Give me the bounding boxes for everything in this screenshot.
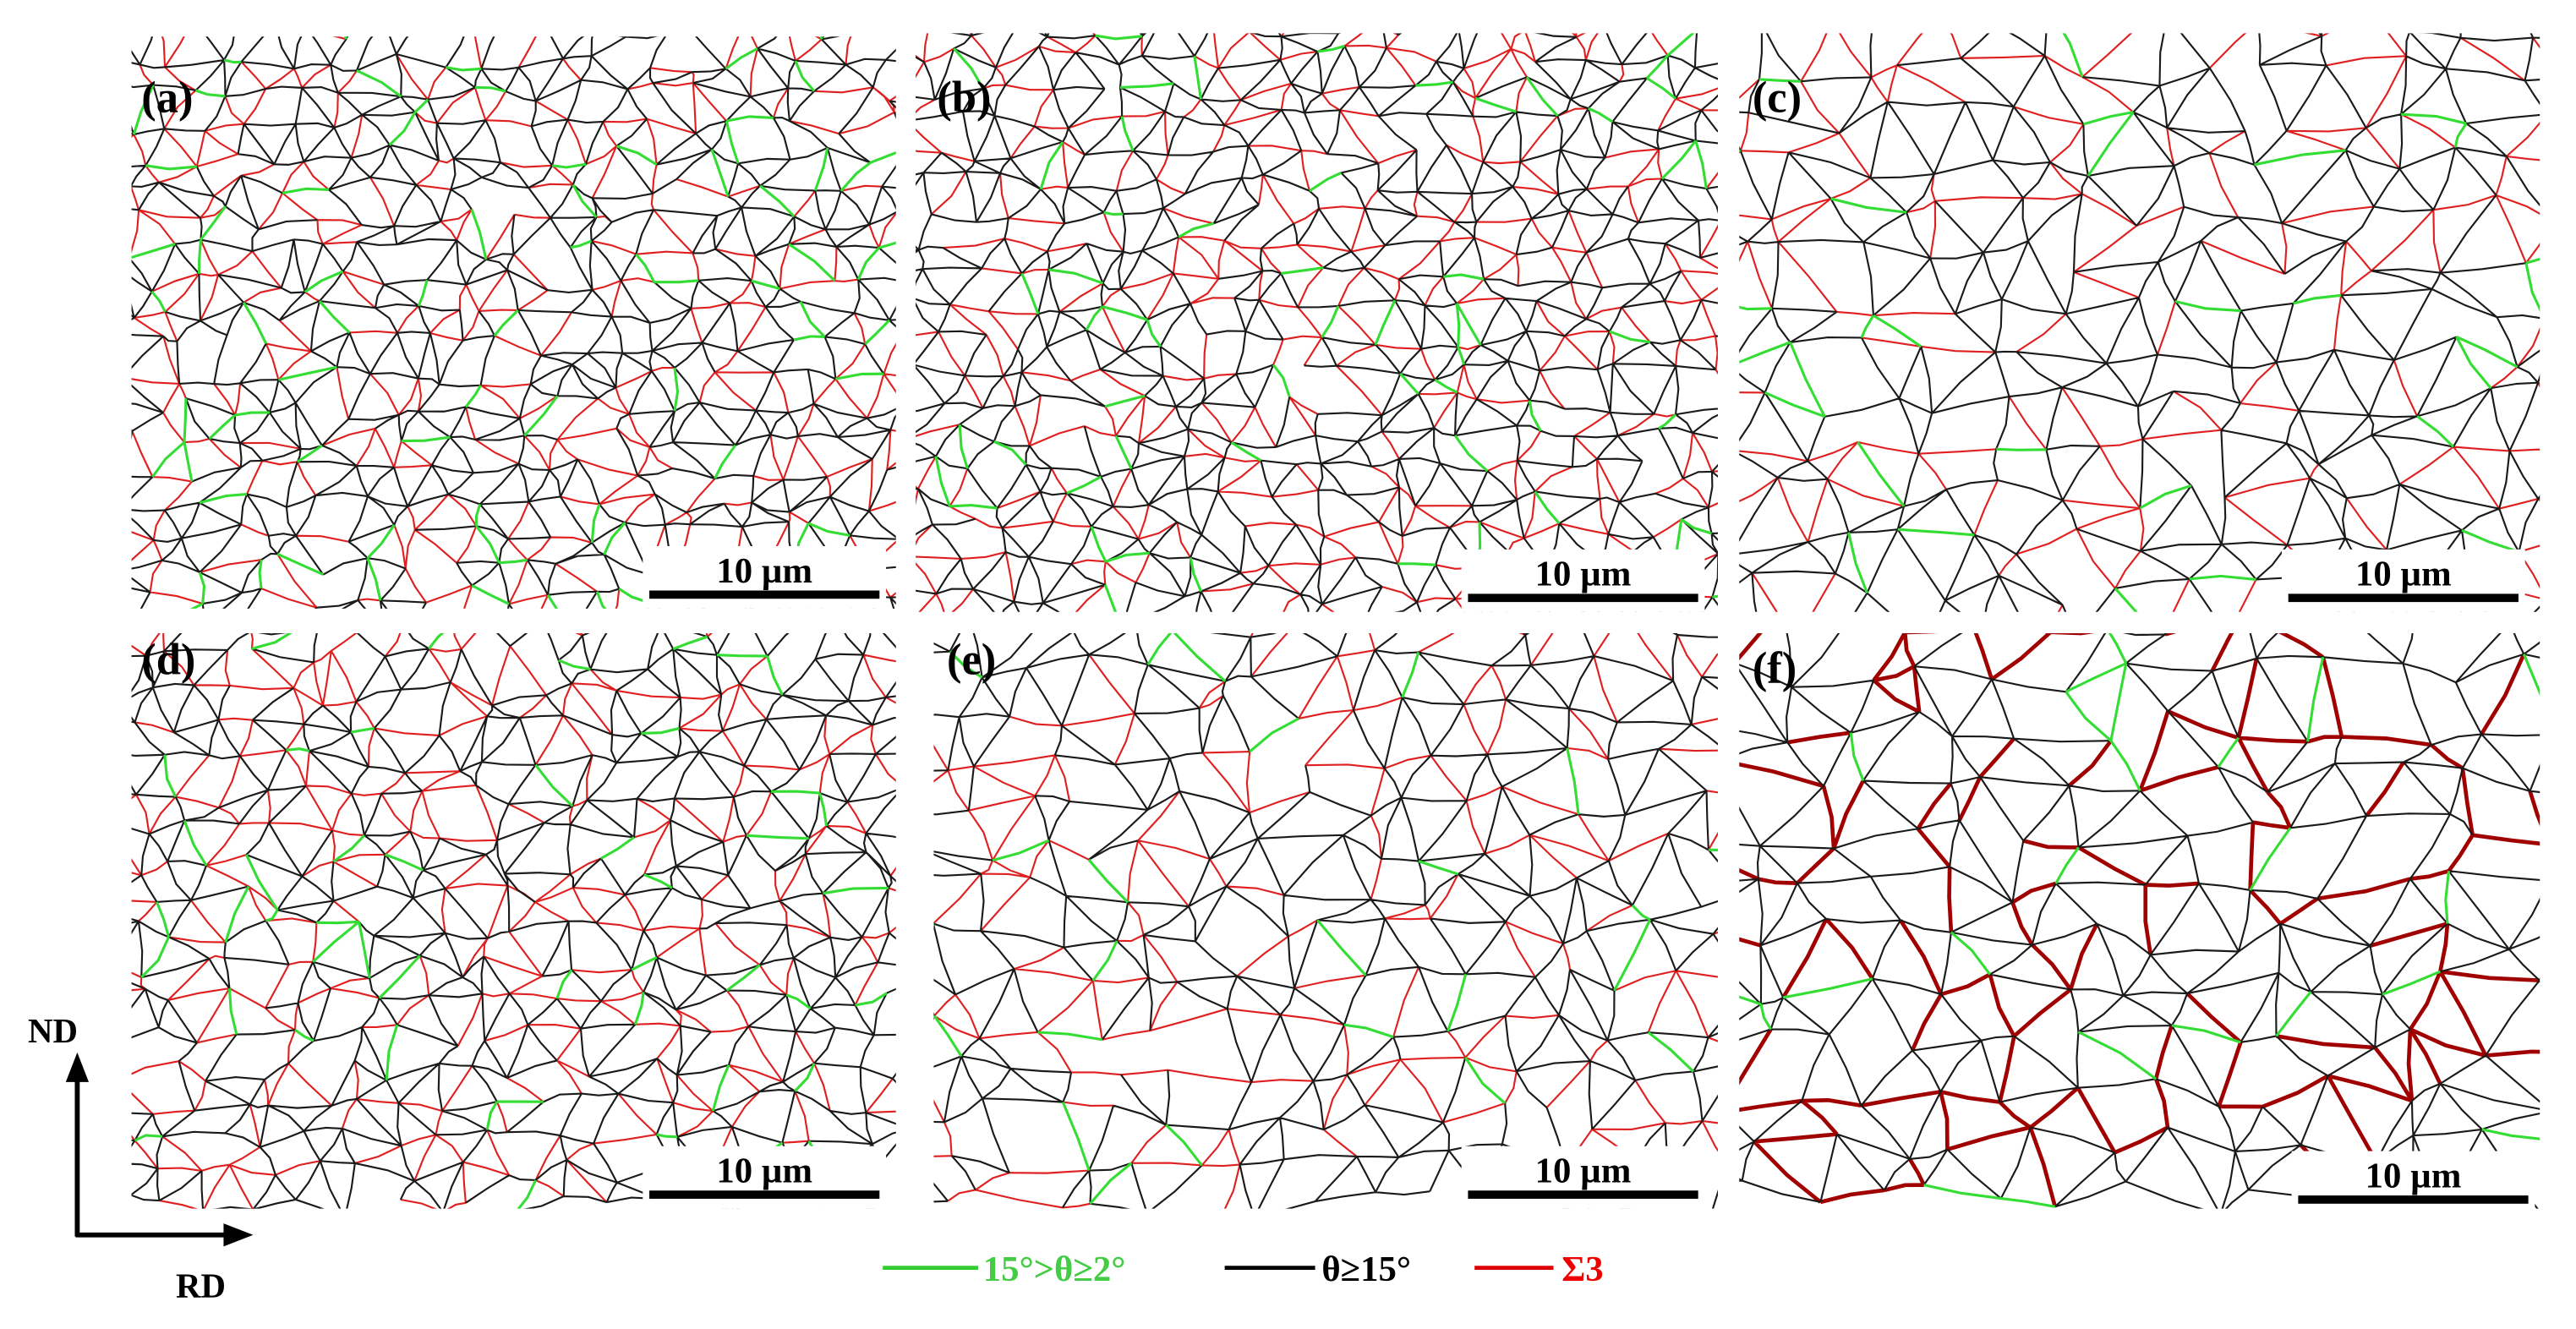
- axis-label: ND: [28, 1012, 78, 1050]
- grain-boundaries: [933, 633, 1718, 1209]
- grain-boundaries: [131, 633, 896, 1209]
- grain-boundaries: [933, 633, 1718, 1205]
- grain-boundaries: [131, 633, 896, 1209]
- scale-bar: [1468, 593, 1698, 603]
- grain-boundaries: [131, 36, 896, 609]
- legend-label: 15°>θ≥2°: [983, 1250, 1126, 1289]
- scale-bar-label: 10 µm: [1535, 1151, 1632, 1191]
- legend: 15°>θ≥2° θ≥15° Σ3: [883, 1250, 1604, 1289]
- arrow-head: [65, 1052, 90, 1082]
- scale-bar: [2288, 593, 2519, 603]
- grain-boundaries: [933, 633, 1718, 1209]
- grain-boundaries: [1739, 633, 2540, 1209]
- scale-bar-label: 10 µm: [716, 1151, 812, 1191]
- grain-boundaries: [1739, 633, 2540, 1208]
- grain-boundaries: [131, 36, 896, 609]
- legend-label: Σ3: [1561, 1250, 1603, 1289]
- grain-boundaries: [934, 33, 1718, 612]
- scale-bar-label: 10 µm: [2365, 1156, 2462, 1195]
- grain-map: [933, 633, 1718, 1209]
- maps: [131, 33, 2540, 1209]
- scale-bar: [649, 590, 880, 599]
- scale-bar-label: 10 µm: [2355, 555, 2452, 594]
- grain-boundaries: [1739, 33, 2540, 612]
- scale-bar: [649, 1190, 880, 1199]
- panel-label: (b): [937, 74, 991, 123]
- grain-map: [131, 36, 896, 609]
- grain-boundaries: [916, 33, 1718, 612]
- scale-bar-label: 10 µm: [716, 551, 812, 591]
- panel-label: (a): [141, 74, 193, 123]
- grain-map: [1739, 633, 2540, 1209]
- panel-label: (d): [141, 636, 195, 685]
- panel-label: (f): [1753, 643, 1797, 692]
- legend-label: θ≥15°: [1321, 1250, 1411, 1289]
- arrow-head: [223, 1223, 254, 1247]
- scale-bar: [1468, 1190, 1698, 1199]
- panel-label: (c): [1753, 74, 1802, 123]
- direction-axes: ND RD: [28, 1012, 254, 1305]
- axis-label: RD: [176, 1267, 226, 1305]
- grain-boundaries: [1739, 633, 2540, 1207]
- grain-map: [131, 633, 896, 1209]
- overlay: (a) 10 µm (b) 10 µm (c) 10 µm (d) 10 µm (e) 10 µm…: [141, 74, 2535, 1214]
- scale-bar-label: 10 µm: [1535, 555, 1632, 594]
- grain-boundaries: [134, 633, 889, 1209]
- grain-boundaries: [916, 33, 1718, 612]
- panel-label: (e): [947, 636, 996, 685]
- grain-map: [916, 33, 1718, 612]
- scale-bar: [2298, 1195, 2529, 1204]
